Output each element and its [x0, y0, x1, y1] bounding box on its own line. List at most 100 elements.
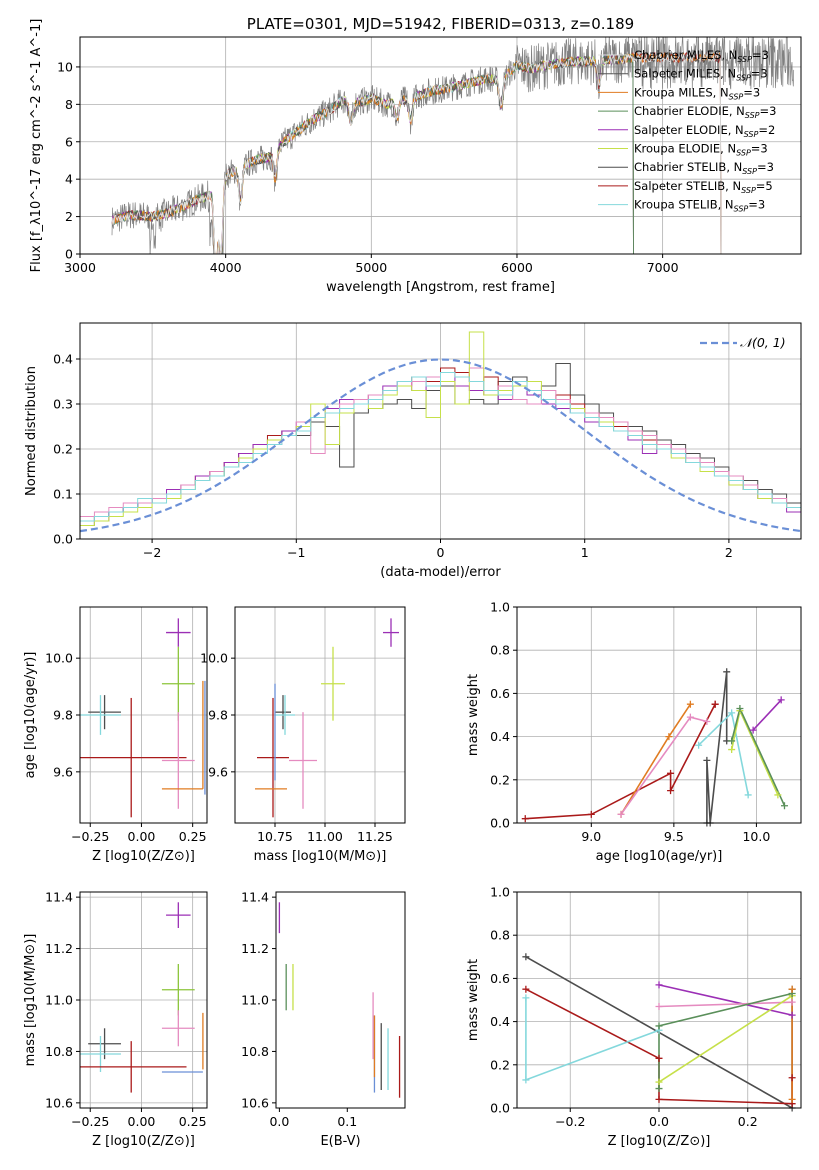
weight_vs_Z-marker-6-0 [655, 1085, 663, 1093]
spectrum-ytick-label-1: 2 [65, 209, 73, 224]
weight_vs_Z-ytick-label-4: 0.8 [490, 928, 510, 943]
weight_vs_age-series-2 [620, 716, 708, 815]
weight_vs_age-marker-4-1 [728, 709, 736, 717]
residuals-xtick-label-1: −1 [287, 545, 305, 560]
residuals-ytick-label-4: 0.4 [53, 352, 73, 367]
legend-label-sub: SSP [736, 149, 751, 158]
spectrum-ytick-label-2: 4 [65, 172, 73, 187]
legend-label-suffix: =3 [760, 104, 777, 118]
legend-label-text: Chabrier MILES, N [634, 48, 737, 62]
spectrum-xlabel: wavelength [Angstrom, rest frame] [326, 280, 555, 295]
weight_vs_Z-marker-4-0 [655, 1002, 663, 1010]
legend-label-suffix: =3 [743, 85, 760, 99]
legend-label-2: Kroupa MILES, NSSP=3 [634, 85, 760, 101]
residuals-xtick-label-0: −2 [143, 545, 161, 560]
legend-label-0: Chabrier MILES, NSSP=3 [634, 48, 769, 64]
legend-label-sub: SSP [734, 205, 749, 214]
weight_vs_Z-xlabel: Z [log10(Z/Z⊙)] [608, 1134, 711, 1149]
age_vs_Z-ytick-label-0: 9.6 [53, 764, 73, 779]
mass_vs_Z-panel: −0.25 0.00 0.25 10.6 10.8 11.0 11.2 11.4 Z [log1… [23, 890, 208, 1149]
age_vs_mass-ytick-label-1: 9.8 [208, 708, 228, 723]
weight_vs_Z-marker-3-1 [788, 1011, 796, 1019]
age_vs_Z-xtick-label-0: −0.25 [71, 829, 109, 844]
legend-label-suffix: =2 [758, 123, 775, 137]
weight_vs_age-marker-4-0 [695, 741, 703, 749]
weight_vs_age-marker-3-1 [703, 756, 711, 764]
legend-label-text: Salpeter STELIB, N [634, 179, 741, 193]
mass_vs_Z-ylabel: mass [log10(M/M⊙)] [23, 934, 38, 1067]
mass_vs_Z-ytick-label-3: 11.2 [45, 941, 73, 956]
legend-label-1: Salpeter MILES, NSSP=3 [634, 67, 768, 83]
age_vs_Z-panel: −0.25 0.00 0.25 9.6 9.8 10.0 Z [log10(Z/Z⊙)] ag… [23, 606, 208, 864]
weight_vs_Z-marker-4-1 [788, 998, 796, 1006]
spectrum-frame [79, 36, 802, 255]
mass_vs_ebv-xtick-label-0: 0.0 [269, 1114, 289, 1129]
age_vs_Z-xlabel: Z [log10(Z/Z⊙)] [92, 849, 195, 864]
weight_vs_Z-xtick-label-0: −0.2 [555, 1114, 585, 1129]
weight_vs_Z-xtick-label-2: 0.2 [738, 1114, 758, 1129]
legend-label-sub: SSP [736, 74, 751, 83]
mass_vs_Z-xtick-label-0: −0.25 [71, 1114, 109, 1129]
weight_vs_Z-panel: −0.2 0.0 0.2 0.0 0.2 0.4 0.6 0.8 1.0 Z [log10(Z/Z… [466, 885, 802, 1149]
residuals-ylabel: Normed distribution [24, 366, 39, 496]
residuals-ytick-label-1: 0.1 [53, 487, 73, 502]
legend-label-3: Chabrier ELODIE, NSSP=3 [634, 104, 776, 120]
age_vs_mass-ytick-label-0: 9.6 [208, 764, 228, 779]
legend-label-sub: SSP [737, 55, 752, 64]
mass_vs_Z-ytick-label-1: 10.8 [45, 1044, 73, 1059]
age_vs_mass-xtick-label-0: 10.75 [257, 829, 293, 844]
weight_vs_age-marker-7-1 [736, 705, 744, 713]
legend-label-sub: SSP [742, 167, 757, 176]
weight_vs_Z-marker-1-4 [788, 1074, 796, 1082]
weight_vs_Z-marker-5-0 [655, 1078, 663, 1086]
weight_vs_Z-ytick-label-1: 0.2 [490, 1057, 510, 1072]
spectrum-ytick-label-3: 6 [65, 134, 73, 149]
spectrum-xtick-label-2: 5000 [355, 260, 387, 275]
mass_vs_ebv-frame [275, 891, 406, 1109]
weight_vs_age-ytick-label-5: 1.0 [490, 600, 510, 615]
age_vs_Z-ylabel: age [log10(age/yr)] [23, 652, 38, 779]
histogram-series-5 [80, 372, 801, 539]
weight_vs_age-marker-5-0 [749, 726, 757, 734]
mass_vs_ebv-ytick-label-1: 10.8 [241, 1044, 269, 1059]
weight_vs_Z-marker-2-0 [522, 994, 530, 1002]
weight_vs_age-series-1 [620, 703, 692, 815]
mass_vs_Z-ytick-label-2: 11.0 [45, 993, 73, 1008]
residuals-grid [80, 323, 801, 540]
weight_vs_Z-series-2 [525, 997, 660, 1082]
weight_vs_age-series-6 [730, 708, 779, 796]
weight_vs_Z-ylabel: mass weight [466, 959, 481, 1041]
weight_vs_age-xtick-label-0: 9.0 [581, 829, 601, 844]
legend-label-7: Salpeter STELIB, NSSP=5 [634, 179, 773, 195]
legend-label-sub: SSP [744, 130, 759, 139]
spectrum-xtick-label-0: 3000 [64, 260, 96, 275]
age_vs_mass-plot [255, 618, 399, 818]
weight_vs_age-marker-7-2 [780, 802, 788, 810]
mass_vs_Z-ytick-label-0: 10.6 [45, 1095, 73, 1110]
legend-label-sub: SSP [741, 186, 756, 195]
age_vs_Z-ytick-label-2: 10.0 [45, 651, 73, 666]
weight_vs_age-marker-4-2 [744, 791, 752, 799]
mass_vs_ebv-xtick-label-1: 0.1 [337, 1114, 357, 1129]
legend-label-text: Chabrier ELODIE, N [634, 104, 745, 118]
weight_vs_age-ytick-label-3: 0.6 [490, 686, 510, 701]
mass_vs_ebv-plot [278, 902, 401, 1098]
mass_vs_ebv-ytick-label-0: 10.6 [241, 1095, 269, 1110]
mass_vs_Z-grid [80, 892, 207, 1108]
weight_vs_Z-ytick-label-5: 1.0 [490, 885, 510, 900]
mass_vs_Z-xlabel: Z [log10(Z/Z⊙)] [92, 1134, 195, 1149]
weight_vs_age-marker-0-0 [521, 815, 529, 823]
weight_vs_Z-series-5 [658, 995, 793, 1083]
weight_vs_Z-marker-3-0 [655, 981, 663, 989]
residuals-xtick-label-3: 1 [581, 545, 589, 560]
weight_vs_Z-marker-1-1 [655, 1054, 663, 1062]
spectrum-ytick-label-5: 10 [57, 59, 73, 74]
weight_vs_Z-series-3 [658, 984, 793, 1016]
age_vs_mass-xlabel: mass [log10(M/M⊙)] [254, 849, 387, 864]
legend-label-suffix: =3 [757, 160, 774, 174]
age_vs_Z-plot [80, 618, 206, 818]
residuals-xtick-label-2: 0 [437, 545, 445, 560]
residuals-ytick-label-0: 0.0 [53, 532, 73, 547]
legend-label-text: Kroupa STELIB, N [634, 198, 734, 212]
